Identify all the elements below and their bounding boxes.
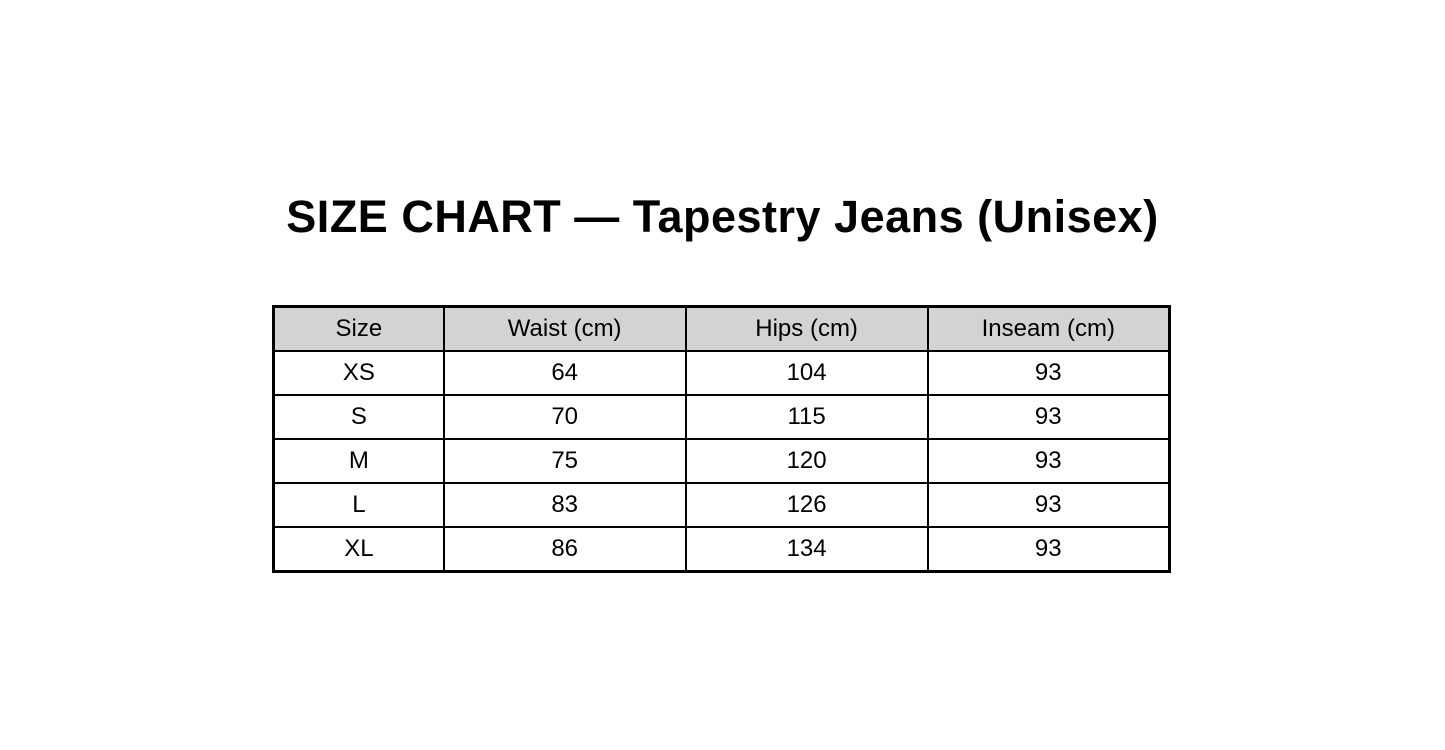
column-header: Hips (cm) bbox=[684, 305, 929, 352]
size-chart-table: Size Waist (cm) Hips (cm) Inseam (cm) XS 64 1… bbox=[272, 305, 1171, 573]
table-cell: 70 bbox=[442, 394, 687, 440]
table-cell: 93 bbox=[926, 350, 1171, 396]
table-cell: 93 bbox=[926, 526, 1171, 573]
table-cell: 75 bbox=[442, 438, 687, 484]
table-cell: XL bbox=[272, 526, 445, 573]
table-row: XS 64 104 93 bbox=[272, 350, 1171, 396]
page-title: SIZE CHART — Tapestry Jeans (Unisex) bbox=[286, 191, 1159, 242]
table-cell: 64 bbox=[442, 350, 687, 396]
table-cell: 83 bbox=[442, 482, 687, 528]
table-cell: M bbox=[272, 438, 445, 484]
table-row: L 83 126 93 bbox=[272, 482, 1171, 528]
table-cell: S bbox=[272, 394, 445, 440]
column-header: Waist (cm) bbox=[442, 305, 687, 352]
table-cell: 104 bbox=[684, 350, 929, 396]
table-cell: XS bbox=[272, 350, 445, 396]
table-cell: 120 bbox=[684, 438, 929, 484]
table-body: XS 64 104 93 S 70 115 93 M 75 120 93 L 83 126 93 XL 86 134… bbox=[272, 350, 1171, 573]
table-cell: 86 bbox=[442, 526, 687, 573]
table-cell: L bbox=[272, 482, 445, 528]
table-cell: 134 bbox=[684, 526, 929, 573]
column-header: Size bbox=[272, 305, 445, 352]
table-cell: 115 bbox=[684, 394, 929, 440]
column-header: Inseam (cm) bbox=[926, 305, 1171, 352]
table-cell: 93 bbox=[926, 482, 1171, 528]
table-cell: 93 bbox=[926, 438, 1171, 484]
table-header-row: Size Waist (cm) Hips (cm) Inseam (cm) bbox=[272, 305, 1171, 352]
table-row: XL 86 134 93 bbox=[272, 526, 1171, 573]
table-cell: 93 bbox=[926, 394, 1171, 440]
table-row: M 75 120 93 bbox=[272, 438, 1171, 484]
table-cell: 126 bbox=[684, 482, 929, 528]
table-row: S 70 115 93 bbox=[272, 394, 1171, 440]
